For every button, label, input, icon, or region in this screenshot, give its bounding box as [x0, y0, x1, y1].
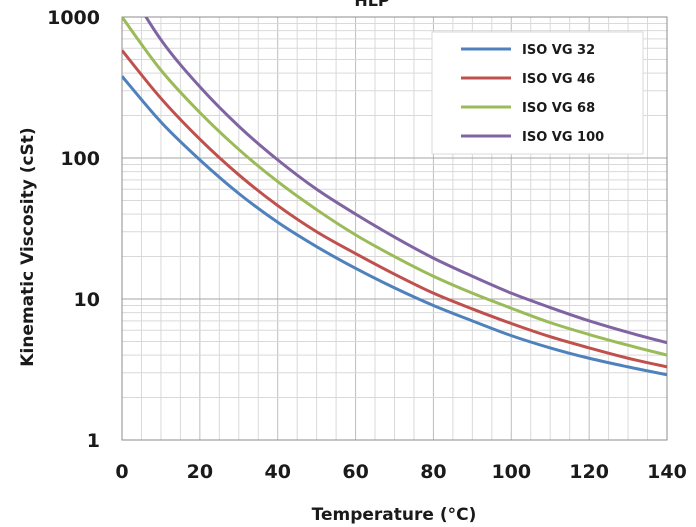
legend-label: ISO VG 46	[522, 72, 595, 87]
plot-area-border	[121, 16, 668, 441]
y-tick-label: 100	[60, 148, 100, 170]
legend: ISO VG 32 ISO VG 46 ISO VG 68 ISO VG 100	[431, 31, 644, 155]
x-tick-label: 60	[342, 461, 368, 483]
x-tick-label: 20	[187, 461, 213, 483]
series-line	[144, 17, 667, 345]
legend-box	[431, 31, 644, 155]
y-tick-label: 1	[87, 430, 100, 452]
legend-label: ISO VG 32	[522, 43, 595, 58]
legend-label: ISO VG 100	[522, 130, 604, 145]
grid-lines	[121, 16, 668, 441]
x-tick-label: 40	[264, 461, 290, 483]
series-line	[122, 75, 667, 377]
x-tick-label: 80	[420, 461, 446, 483]
series-line	[122, 17, 667, 357]
y-tick-label: 1000	[47, 7, 100, 29]
x-tick-label: 100	[491, 461, 531, 483]
legend-label: ISO VG 68	[522, 101, 595, 116]
series-layer	[122, 17, 667, 377]
series-line	[122, 49, 667, 369]
y-tick-labels: 1 10 100 1000	[47, 7, 100, 452]
y-axis-title: Kinematic Viscosity (cSt)	[18, 127, 38, 366]
x-tick-label: 140	[647, 461, 687, 483]
x-tick-label: 0	[115, 461, 128, 483]
y-tick-label: 10	[74, 289, 100, 311]
x-axis-title: Temperature (°C)	[312, 505, 477, 525]
x-tick-label: 120	[569, 461, 609, 483]
x-tick-labels: 0 20 40 60 80 100 120 140	[115, 461, 686, 483]
chart-title: HLP	[354, 0, 390, 10]
